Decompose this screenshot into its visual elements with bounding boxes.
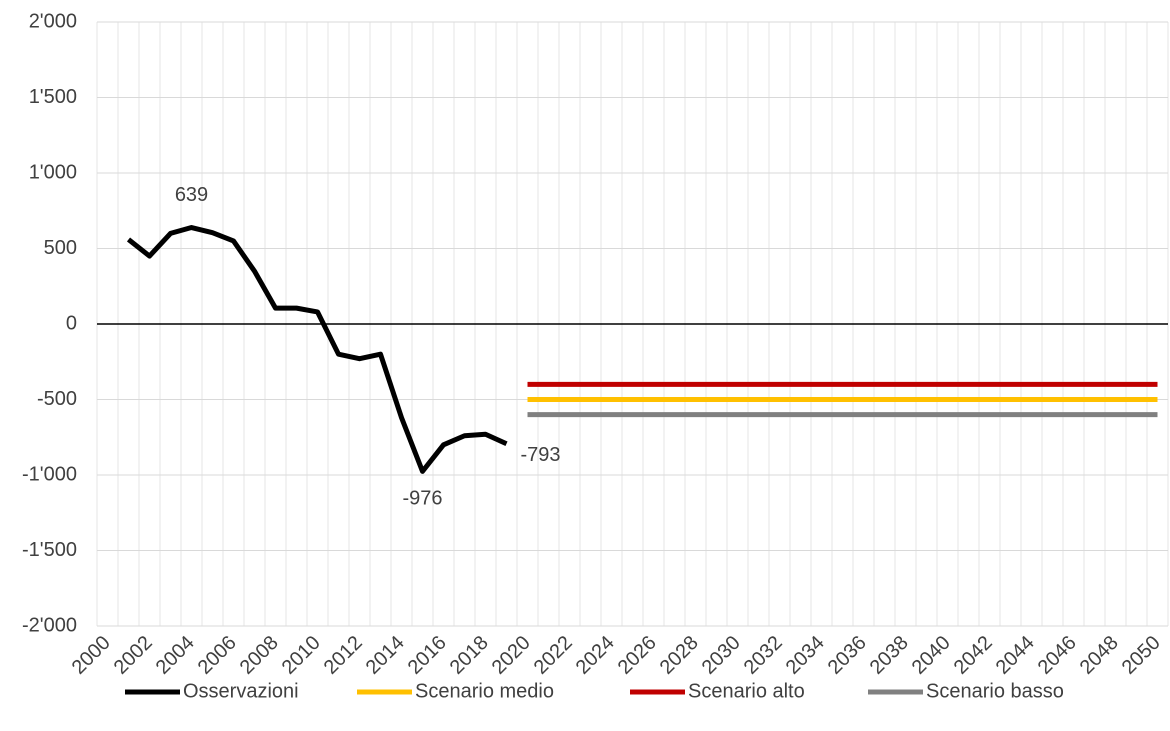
x-tick-label: 2016 (404, 632, 451, 679)
legend-label: Scenario alto (688, 680, 805, 702)
x-tick-label: 2026 (614, 632, 661, 679)
y-tick-label: 1'000 (29, 161, 77, 183)
data-label: -793 (521, 444, 561, 466)
x-tick-label: 2000 (68, 632, 115, 679)
x-tick-label: 2034 (782, 632, 829, 679)
x-tick-label: 2046 (1034, 632, 1081, 679)
x-tick-label: 2014 (362, 632, 409, 679)
y-tick-label: -500 (37, 388, 77, 410)
x-tick-label: 2024 (572, 632, 619, 679)
x-tick-label: 2038 (866, 632, 913, 679)
data-label: 639 (175, 184, 208, 206)
x-tick-label: 2036 (824, 632, 871, 679)
legend-label: Scenario basso (926, 680, 1064, 702)
x-tick-label: 2018 (446, 632, 493, 679)
x-tick-label: 2010 (278, 632, 325, 679)
y-tick-label: -1'500 (22, 539, 77, 561)
x-tick-label: 2020 (488, 632, 535, 679)
series-line (126, 225, 508, 474)
legend-label: Osservazioni (183, 680, 299, 702)
x-tick-label: 2048 (1076, 632, 1123, 679)
legend-label: Scenario medio (415, 680, 554, 702)
x-tick-label: 2028 (656, 632, 703, 679)
y-tick-label: 500 (44, 237, 77, 259)
x-tick-label: 2022 (530, 632, 577, 679)
y-tick-label: -2'000 (22, 614, 77, 636)
x-tick-label: 2004 (152, 632, 199, 679)
y-tick-label: 2'000 (29, 10, 77, 32)
x-tick-label: 2002 (110, 632, 157, 679)
x-tick-label: 2044 (992, 632, 1039, 679)
y-tick-label: 1'500 (29, 86, 77, 108)
x-tick-label: 2042 (950, 632, 997, 679)
data-label: -976 (402, 488, 442, 510)
x-tick-label: 2032 (740, 632, 787, 679)
x-tick-label: 2050 (1118, 632, 1165, 679)
x-tick-label: 2012 (320, 632, 367, 679)
x-tick-label: 2006 (194, 632, 241, 679)
x-tick-label: 2040 (908, 632, 955, 679)
x-tick-label: 2008 (236, 632, 283, 679)
x-tick-label: 2030 (698, 632, 745, 679)
y-tick-label: 0 (66, 312, 77, 334)
y-tick-label: -1'000 (22, 463, 77, 485)
